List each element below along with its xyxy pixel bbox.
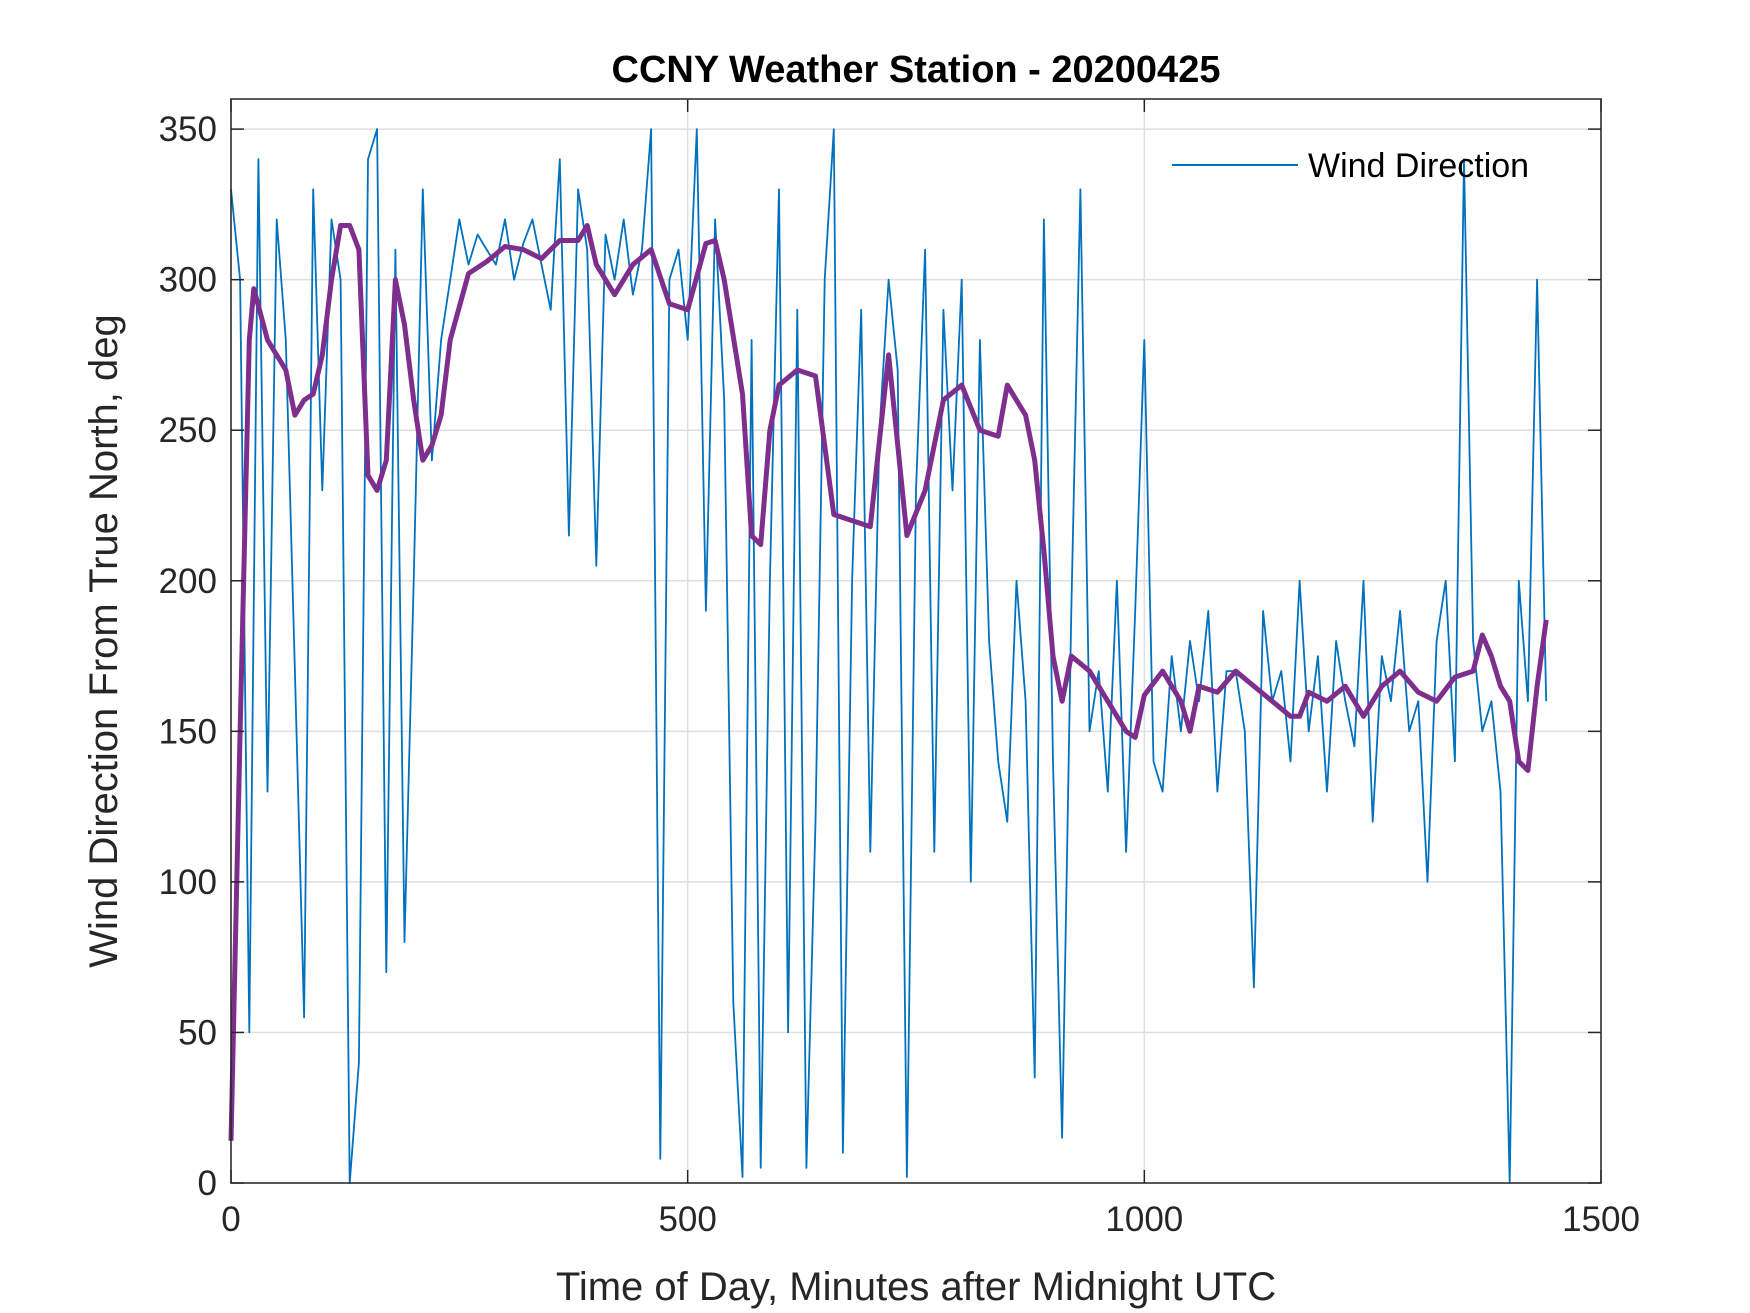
y-tick-label: 0: [198, 1164, 217, 1203]
y-tick-label: 350: [159, 110, 217, 149]
y-tick-label: 250: [159, 411, 217, 450]
axes-box: [230, 98, 1602, 1184]
plot-area: [231, 99, 1601, 1183]
ticks: 0 500 1000 1500 0 50 100 150 200 250 300 350: [159, 99, 1640, 1239]
x-tick-label: 1000: [1105, 1200, 1183, 1239]
y-tick-label: 150: [159, 712, 217, 751]
y-tick-label: 200: [159, 562, 217, 601]
x-axis-label: Time of Day, Minutes after Midnight UTC: [556, 1265, 1276, 1309]
legend-label-wind-direction: Wind Direction: [1308, 147, 1529, 185]
y-tick-label: 100: [159, 863, 217, 902]
chart-title: CCNY Weather Station - 20200425: [612, 49, 1221, 91]
series-smoothed-line: [228, 223, 1549, 1141]
legend[interactable]: Wind Direction: [1172, 147, 1529, 185]
series-layer: [228, 128, 1549, 1184]
x-tick-label: 0: [221, 1200, 240, 1239]
y-tick-label: 50: [178, 1013, 217, 1052]
y-tick-label: 300: [159, 261, 217, 300]
x-tick-label: 1500: [1562, 1200, 1640, 1239]
y-axis-label: Wind Direction From True North, deg: [82, 314, 126, 968]
series-wind-direction-line: [230, 128, 1548, 1184]
x-tick-label: 500: [658, 1200, 716, 1239]
